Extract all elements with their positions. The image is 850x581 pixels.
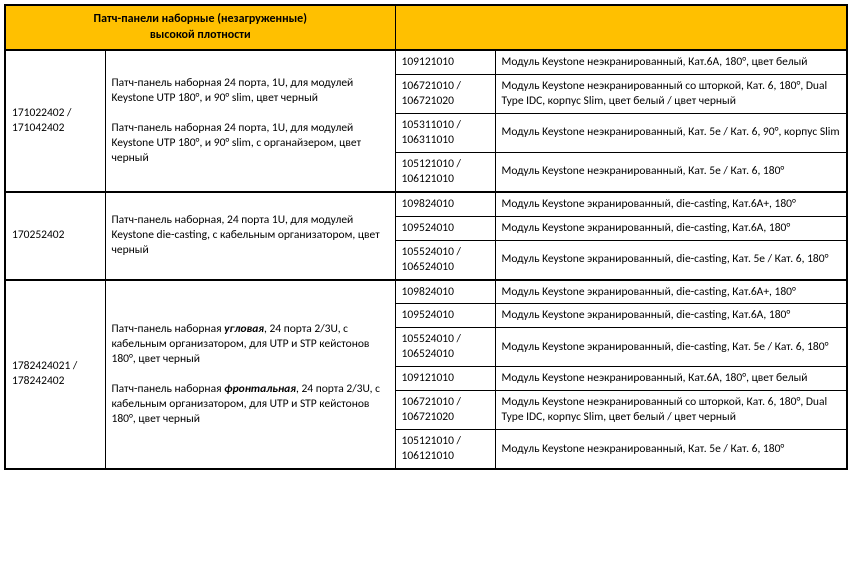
left-desc-p2: Патч-панель наборная 24 порта, 1U, для м… [112,121,362,165]
left-desc-p1-em: угловая [224,322,264,336]
right-code-cell: 105121010 / 106121010 [395,152,495,191]
header-empty [395,5,847,50]
left-desc-cell: Патч-панель наборная 24 порта, 1U, для м… [105,50,395,192]
right-desc-cell: Модуль Keystone неэкранированный, Кат.6A… [495,367,847,391]
right-code-cell: 105311010 / 106311010 [395,114,495,153]
header-title-line2: высокой плотности [150,28,251,42]
right-desc-cell: Модуль Keystone неэкранированный, Кат. 5… [495,430,847,469]
right-desc-cell: Модуль Keystone экранированный, die-cast… [495,216,847,240]
right-desc-cell: Модуль Keystone экранированный, die-cast… [495,192,847,216]
right-code-cell: 109121010 [395,367,495,391]
right-desc-cell: Модуль Keystone неэкранированный, Кат. 5… [495,114,847,153]
header-title: Патч-панели наборные (незагруженные) выс… [5,5,395,50]
left-desc-p2-pre: Патч-панель наборная [112,382,225,396]
left-code-cell: 171022402 / 171042402 [5,50,105,192]
table-row: 170252402 Патч-панель наборная, 24 порта… [5,192,847,216]
right-code-cell: 105524010 / 106524010 [395,328,495,367]
right-code-cell: 109524010 [395,304,495,328]
left-desc-p1: Патч-панель наборная, 24 порта 1U, для м… [112,213,380,257]
right-desc-cell: Модуль Keystone неэкранированный со штор… [495,75,847,114]
right-code-cell: 106721010 / 106721020 [395,391,495,430]
left-desc-p1-pre: Патч-панель наборная [112,322,225,336]
right-desc-cell: Модуль Keystone экранированный, die-cast… [495,304,847,328]
right-desc-cell: Модуль Keystone экранированный, die-cast… [495,280,847,304]
left-desc-cell: Патч-панель наборная угловая, 24 порта 2… [105,280,395,469]
patch-panel-table: Патч-панели наборные (незагруженные) выс… [4,4,848,470]
left-desc-p1: Патч-панель наборная 24 порта, 1U, для м… [112,76,354,105]
right-code-cell: 109824010 [395,280,495,304]
right-code-cell: 109524010 [395,216,495,240]
right-desc-cell: Модуль Keystone неэкранированный со штор… [495,391,847,430]
table-row: 1782424021 / 178242402 Патч-панель набор… [5,280,847,304]
left-desc-p2-em: фронтальная [224,382,296,396]
header-title-line1: Патч-панели наборные (незагруженные) [94,12,307,26]
right-desc-cell: Модуль Keystone экранированный, die-cast… [495,328,847,367]
right-code-cell: 109824010 [395,192,495,216]
right-code-cell: 105121010 / 106121010 [395,430,495,469]
right-desc-cell: Модуль Keystone неэкранированный, Кат.6A… [495,50,847,74]
right-code-cell: 105524010 / 106524010 [395,240,495,279]
left-code-cell: 1782424021 / 178242402 [5,280,105,469]
header-row: Патч-панели наборные (незагруженные) выс… [5,5,847,50]
right-desc-cell: Модуль Keystone экранированный, die-cast… [495,240,847,279]
left-code-cell: 170252402 [5,192,105,280]
right-desc-cell: Модуль Keystone неэкранированный, Кат. 5… [495,152,847,191]
right-code-cell: 109121010 [395,50,495,74]
table-row: 171022402 / 171042402 Патч-панель наборн… [5,50,847,74]
right-code-cell: 106721010 / 106721020 [395,75,495,114]
left-desc-cell: Патч-панель наборная, 24 порта 1U, для м… [105,192,395,280]
